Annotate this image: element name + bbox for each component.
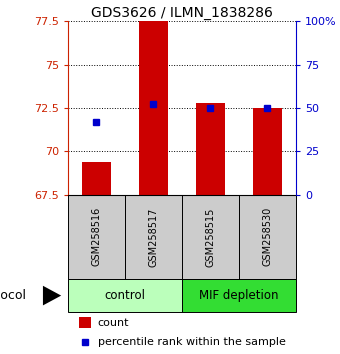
Bar: [68, 279, 182, 312]
Text: percentile rank within the sample: percentile rank within the sample: [98, 337, 286, 347]
Text: count: count: [98, 318, 129, 328]
Bar: [182, 279, 296, 312]
Bar: [239, 194, 296, 279]
Text: MIF depletion: MIF depletion: [199, 289, 278, 302]
Text: control: control: [104, 289, 146, 302]
Text: GSM258515: GSM258515: [205, 207, 215, 267]
Text: GSM258516: GSM258516: [91, 207, 101, 267]
Bar: [139, 21, 168, 194]
Bar: [182, 194, 239, 279]
Bar: [196, 103, 225, 194]
Title: GDS3626 / ILMN_1838286: GDS3626 / ILMN_1838286: [91, 6, 273, 20]
Text: protocol: protocol: [0, 289, 27, 302]
Bar: [82, 161, 111, 194]
Polygon shape: [43, 286, 61, 306]
Bar: [253, 108, 282, 194]
Bar: [79, 317, 91, 328]
Text: GSM258530: GSM258530: [262, 207, 272, 267]
Bar: [68, 194, 125, 279]
Bar: [125, 194, 182, 279]
Text: GSM258517: GSM258517: [149, 207, 158, 267]
